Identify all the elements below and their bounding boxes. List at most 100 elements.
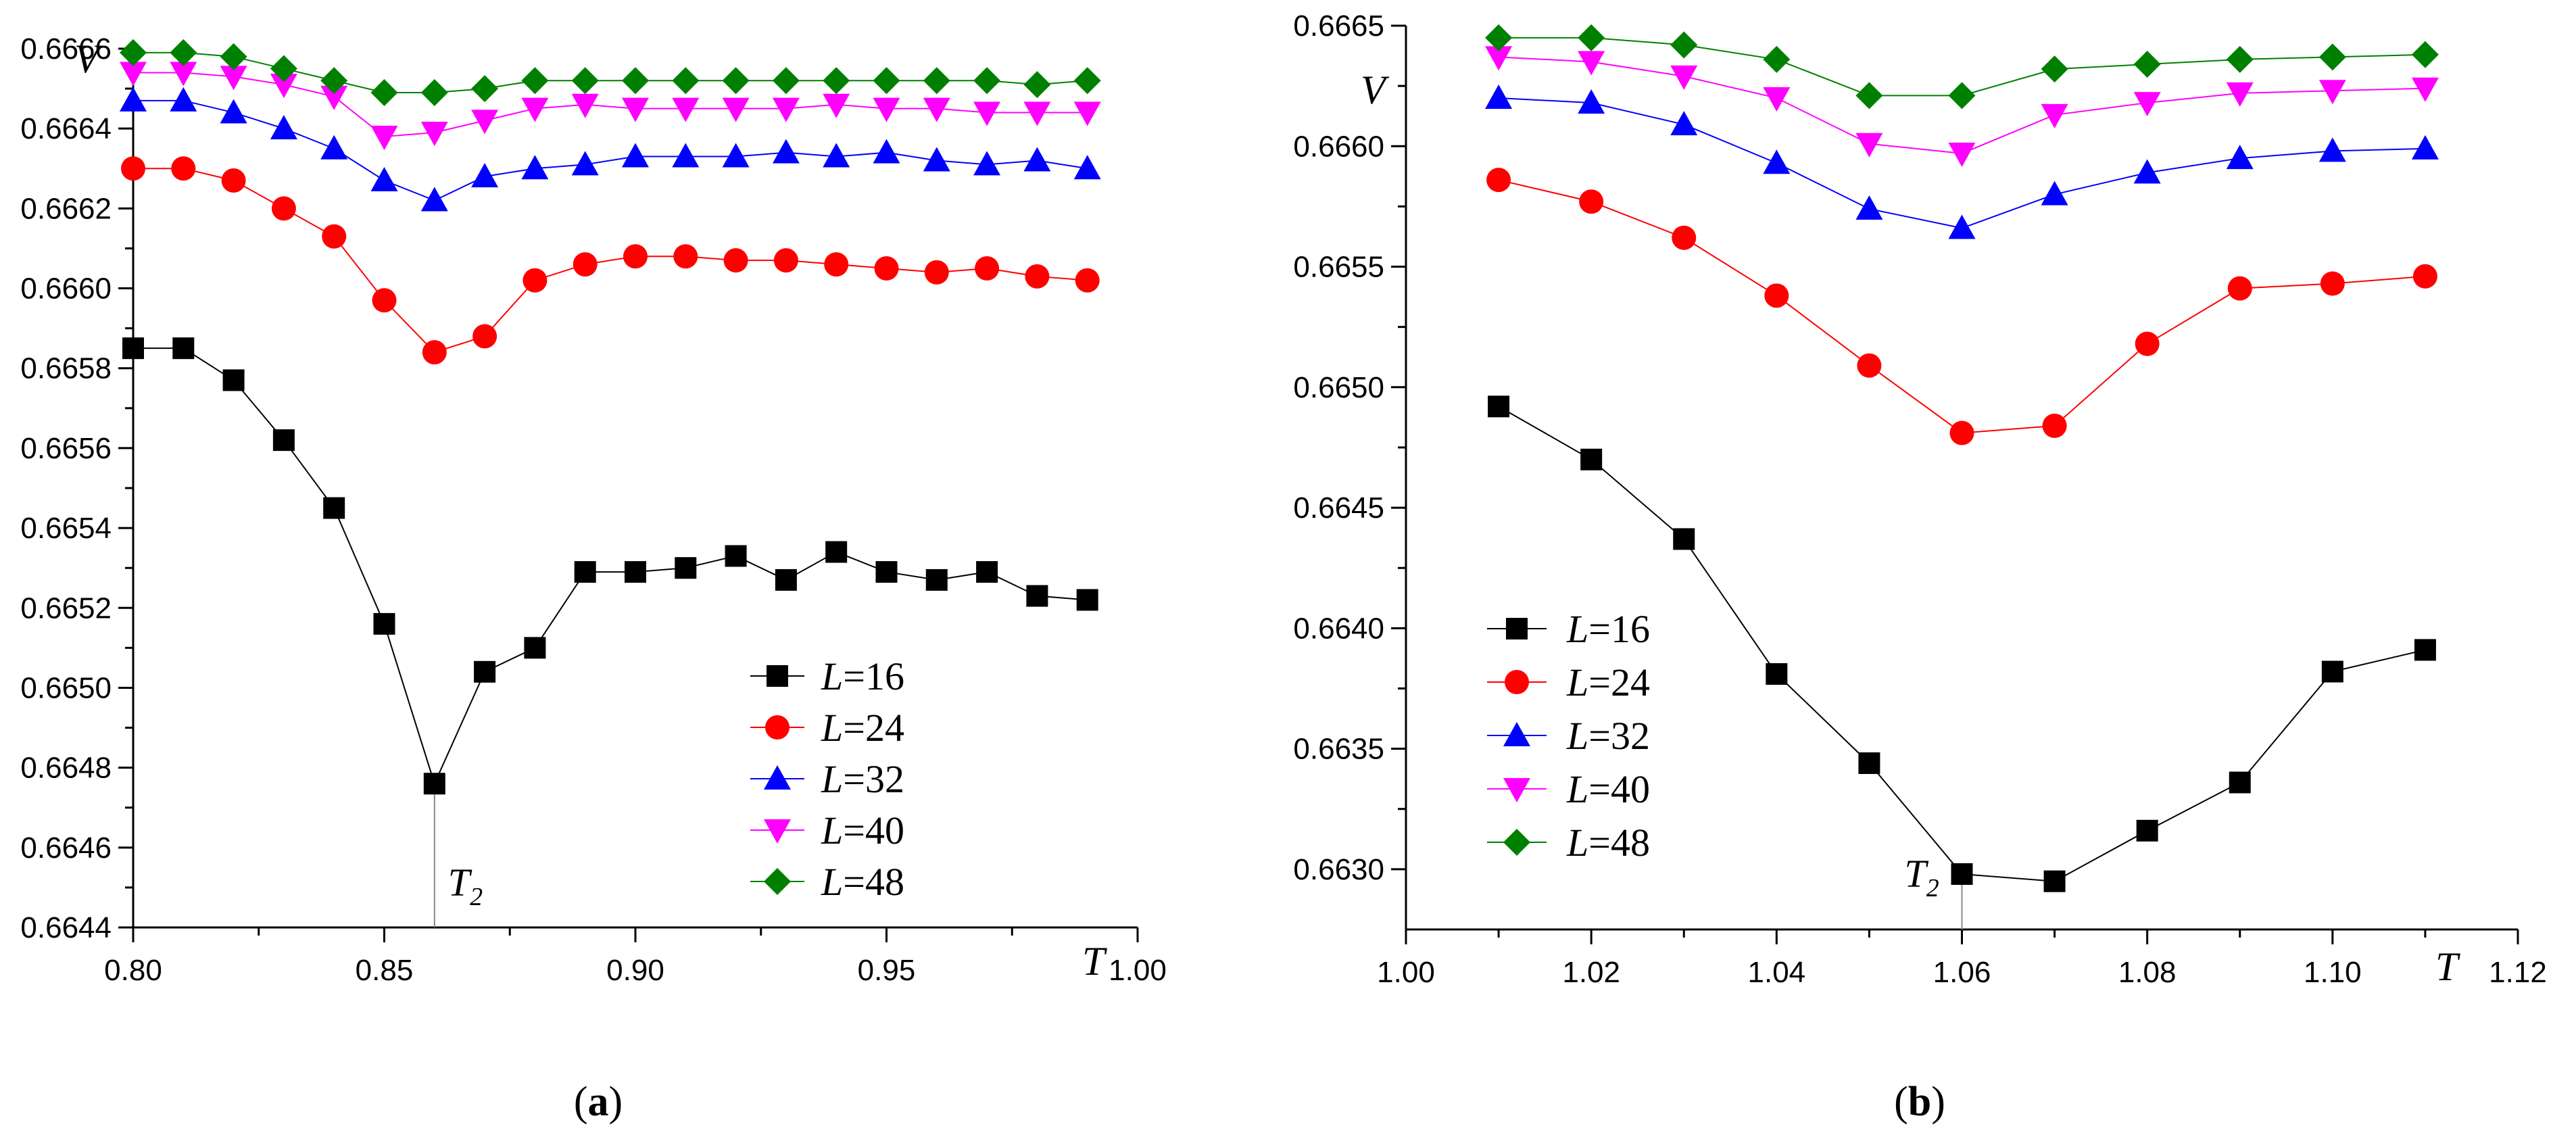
series-L16-point — [1673, 528, 1695, 550]
series-L32-point — [873, 139, 900, 164]
series-L16-point — [423, 773, 445, 795]
series-L16-point — [2043, 870, 2066, 892]
series-L40-point — [521, 97, 549, 122]
series-L48-point — [320, 67, 348, 95]
series-L16-point — [2321, 660, 2343, 683]
legend-marker-L16 — [767, 665, 788, 687]
series-L48-point — [1485, 24, 1513, 51]
series-L40-point — [1670, 65, 1698, 90]
legend-label-L16: L=16 — [821, 654, 904, 698]
series-L48-point — [1855, 82, 1883, 110]
series-L48-point — [471, 75, 499, 103]
series-L48-point — [1073, 67, 1101, 95]
series-L48-point — [1948, 82, 1976, 110]
legend-label-L32: L=32 — [821, 757, 904, 801]
series-L40-point — [2041, 103, 2068, 128]
legend-label-L40: L=40 — [821, 808, 904, 852]
y-tick-label: 0.6662 — [20, 192, 112, 225]
legend-marker-L24 — [1505, 670, 1529, 694]
series-L32-point — [220, 99, 247, 124]
legend-marker-L16 — [1506, 618, 1528, 639]
legend-marker-L32 — [1503, 722, 1530, 746]
legend-label-L48: L=48 — [1566, 821, 1650, 865]
x-axis-label: T — [2435, 944, 2460, 989]
series-L32-point — [923, 147, 950, 172]
series-L24-point — [1857, 353, 1882, 378]
series-L16-point — [2229, 771, 2251, 794]
series-L40-point — [320, 85, 348, 110]
legend-marker-L40 — [764, 819, 791, 844]
x-tick-label: 1.08 — [2118, 956, 2177, 989]
legend-label-L24: L=24 — [821, 706, 904, 750]
series-L32-point — [471, 163, 499, 188]
series-L24-point — [1949, 420, 1974, 445]
series-L32-point — [973, 151, 1001, 176]
series-L40-point — [420, 122, 448, 147]
series-L24-point — [924, 260, 949, 285]
series-L40-point — [823, 93, 850, 118]
series-L48-point — [672, 67, 700, 95]
series-L40-point — [220, 66, 247, 91]
y-axis-label: V — [1361, 68, 1390, 112]
series-L32-point — [772, 139, 800, 164]
series-L24-point — [874, 256, 899, 281]
series-L32-point — [320, 135, 348, 160]
series-L40-point — [873, 97, 900, 122]
y-tick-label: 0.6658 — [20, 352, 112, 385]
series-L32-point — [120, 87, 147, 112]
series-L40-point — [1073, 101, 1101, 126]
series-L24-point — [975, 256, 1000, 281]
series-L40-point — [973, 101, 1001, 126]
series-L40-point — [1763, 87, 1791, 112]
series-L48-point — [1023, 71, 1051, 99]
x-tick-label: 1.02 — [1562, 956, 1620, 989]
legend-marker-L32 — [764, 765, 791, 790]
y-tick-label: 0.6644 — [20, 911, 112, 944]
y-tick-label: 0.6635 — [1293, 733, 1384, 766]
series-L32-point — [823, 143, 850, 168]
series-L24-line — [133, 168, 1088, 354]
series-L16-point — [1951, 863, 1973, 885]
y-tick-label: 0.6640 — [1293, 612, 1384, 645]
x-tick-label: 0.95 — [858, 954, 916, 987]
series-L48-point — [873, 67, 900, 95]
series-L48-point — [2133, 51, 2161, 78]
series-L32-point — [2041, 180, 2068, 205]
series-L16-point — [1858, 752, 1880, 774]
series-L32-line — [133, 99, 1088, 201]
series-L48-point — [923, 67, 950, 95]
series-L24-point — [2412, 264, 2437, 289]
y-tick-label: 0.6630 — [1293, 853, 1384, 886]
y-tick-label: 0.6665 — [1293, 9, 1384, 43]
y-axis-label: V — [74, 37, 103, 81]
series-L16-point — [825, 541, 848, 563]
series-L24-point — [673, 244, 698, 269]
series-L24-point — [1672, 225, 1697, 250]
series-L40-point — [1485, 46, 1513, 71]
series-L16-point — [1076, 589, 1098, 611]
legend-marker-L48 — [764, 868, 791, 895]
series-L40-point — [923, 97, 950, 122]
series-L48-point — [1578, 24, 1605, 51]
series-L40-point — [1855, 132, 1883, 158]
series-L24-point — [171, 156, 196, 181]
series-L48-point — [370, 79, 398, 106]
series-L40-point — [772, 97, 800, 122]
series-L24-point — [322, 224, 347, 249]
series-L32-point — [2133, 159, 2161, 184]
series-L40-point — [2133, 92, 2161, 117]
y-tick-label: 0.6650 — [1293, 371, 1384, 404]
series-L16-point — [323, 497, 345, 519]
panel-a-chart: 0.80 0.85 0.90 0.95 1.00 0.6644 0.6646 0.6648 0.… — [20, 32, 1166, 987]
y-tick-label: 0.6650 — [20, 671, 112, 704]
series-L48-point — [2041, 55, 2068, 83]
series-L24-point — [623, 244, 648, 269]
series-L16-point — [625, 561, 646, 583]
series-L24-point — [472, 324, 497, 349]
series-L24-point — [1764, 283, 1789, 308]
series-L32-point — [1023, 147, 1051, 172]
series-L32-point — [2226, 145, 2254, 170]
series-L48-point — [2226, 45, 2254, 73]
series-L32-point — [1073, 155, 1101, 180]
series-L40-point — [120, 62, 147, 87]
